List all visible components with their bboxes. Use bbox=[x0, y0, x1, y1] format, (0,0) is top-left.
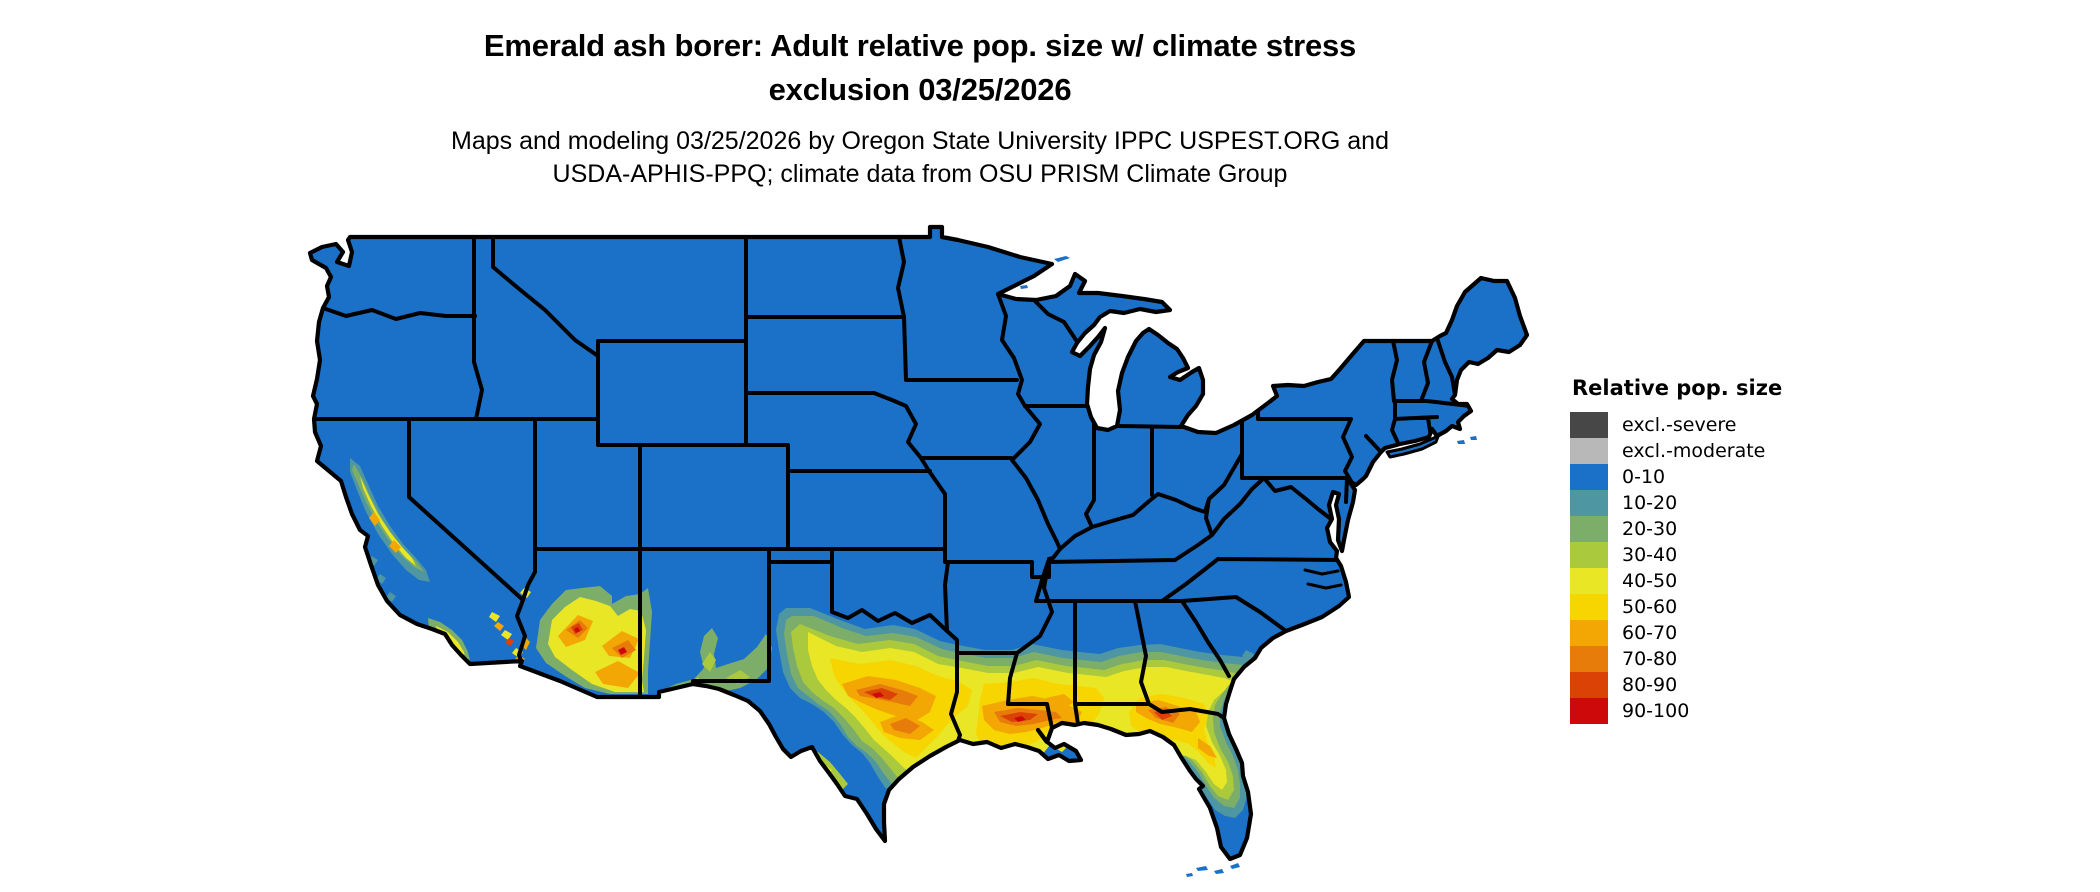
legend-label: 70-80 bbox=[1622, 648, 1678, 670]
legend-swatch bbox=[1570, 542, 1608, 568]
legend-label: 50-60 bbox=[1622, 596, 1678, 618]
title-line-2: exclusion 03/25/2026 bbox=[768, 72, 1072, 107]
legend-row: 20-30 bbox=[1570, 516, 1782, 542]
state-borders-plains bbox=[744, 235, 1051, 749]
legend-row: 40-50 bbox=[1570, 568, 1782, 594]
florida-keys bbox=[1186, 863, 1240, 877]
state-borders-northeast bbox=[1240, 336, 1472, 521]
coastal-sounds bbox=[1303, 568, 1343, 590]
subtitle-line-2: USDA-APHIS-PPQ; climate data from OSU PR… bbox=[552, 160, 1288, 188]
legend-label: 10-20 bbox=[1622, 492, 1678, 514]
legend-row: 0-10 bbox=[1570, 464, 1782, 490]
state-borders-west bbox=[312, 235, 947, 699]
legend-row: excl.-moderate bbox=[1570, 438, 1782, 464]
legend-swatch bbox=[1570, 412, 1608, 438]
legend-entries: excl.-severe excl.-moderate 0-10 10-20 20-30… bbox=[1570, 412, 1782, 724]
legend-label: 0-10 bbox=[1622, 466, 1666, 488]
subtitle-line-1: Maps and modeling 03/25/2026 by Oregon S… bbox=[451, 127, 1389, 155]
legend-label: excl.-severe bbox=[1622, 414, 1737, 436]
legend-row: excl.-severe bbox=[1570, 412, 1782, 438]
figure-subtitle: Maps and modeling 03/25/2026 by Oregon S… bbox=[0, 125, 1840, 191]
legend-row: 10-20 bbox=[1570, 490, 1782, 516]
legend-swatch bbox=[1570, 672, 1608, 698]
legend-label: 90-100 bbox=[1622, 700, 1690, 722]
legend-row: 50-60 bbox=[1570, 594, 1782, 620]
legend-swatch bbox=[1570, 516, 1608, 542]
legend-swatch bbox=[1570, 646, 1608, 672]
state-borders bbox=[312, 235, 1472, 749]
legend-row: 80-90 bbox=[1570, 672, 1782, 698]
legend-row: 70-80 bbox=[1570, 646, 1782, 672]
legend-swatch bbox=[1570, 464, 1608, 490]
legend-swatch bbox=[1570, 698, 1608, 724]
title-line-1: Emerald ash borer: Adult relative pop. s… bbox=[483, 28, 1357, 63]
legend-swatch bbox=[1570, 620, 1608, 646]
legend-label: excl.-moderate bbox=[1622, 440, 1766, 462]
conus-outline bbox=[307, 224, 1530, 862]
legend-title: Relative pop. size bbox=[1572, 376, 1783, 400]
legend-label: 20-30 bbox=[1622, 518, 1678, 540]
legend-label: 40-50 bbox=[1622, 570, 1678, 592]
legend-row: 90-100 bbox=[1570, 698, 1782, 724]
legend-row: 60-70 bbox=[1570, 620, 1782, 646]
legend-label: 60-70 bbox=[1622, 622, 1678, 644]
legend: Relative pop. size excl.-severe excl.-mod… bbox=[1570, 376, 1782, 724]
legend-label: 30-40 bbox=[1622, 544, 1678, 566]
legend-row: 30-40 bbox=[1570, 542, 1782, 568]
legend-swatch bbox=[1570, 490, 1608, 516]
legend-label: 80-90 bbox=[1622, 674, 1678, 696]
legend-swatch bbox=[1570, 438, 1608, 464]
legend-swatch bbox=[1570, 568, 1608, 594]
figure-title: Emerald ash borer: Adult relative pop. s… bbox=[0, 24, 1840, 112]
legend-swatch bbox=[1570, 594, 1608, 620]
state-borders-midwest-south bbox=[1023, 298, 1342, 726]
